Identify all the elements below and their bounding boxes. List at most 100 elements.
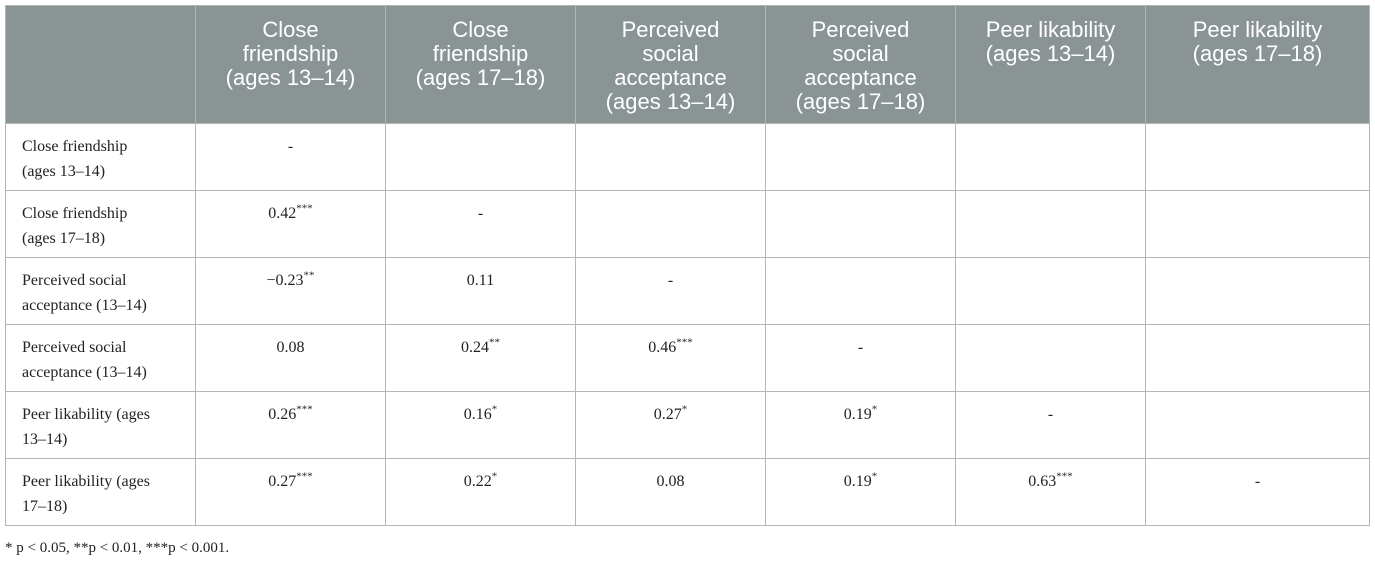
row-label-line: (ages 17–18) [22, 230, 106, 247]
cell-value: 0.27*** [268, 470, 313, 490]
row-label-line: acceptance (13–14) [22, 364, 147, 381]
cell-value: 0.22* [463, 470, 498, 490]
cell: 0.46*** [575, 324, 766, 392]
cell-value: - [857, 339, 864, 356]
row-label-line: Perceived social [22, 339, 127, 356]
cell [765, 123, 956, 191]
column-header: Peer likability (ages 17–18) [1145, 5, 1370, 124]
cell: 0.22* [385, 458, 576, 526]
cell [1145, 257, 1370, 325]
row-label: Perceived social acceptance (13–14) [5, 257, 196, 325]
header-line: Perceived [621, 17, 720, 42]
row-label: Perceived social acceptance (13–14) [5, 324, 196, 392]
cell [1145, 123, 1370, 191]
row-label-line: Close friendship [22, 138, 128, 155]
cell-value: - [1047, 406, 1054, 423]
column-header: Peer likability (ages 13–14) [955, 5, 1146, 124]
cell-value: 0.42*** [268, 202, 313, 222]
cell-value: 0.16* [463, 403, 498, 423]
footnote: * p < 0.05, **p < 0.01, ***p < 0.001. [5, 540, 230, 556]
header-line: (ages 17–18) [415, 65, 546, 90]
header-line: acceptance [614, 65, 727, 90]
cell: 0.16* [385, 391, 576, 459]
cell: −0.23** [195, 257, 386, 325]
row-label-line: Peer likability (ages [22, 406, 150, 423]
table-row: Perceived social acceptance (13–14) 0.08 0.… [5, 324, 1370, 392]
row-label-line: 17–18) [22, 498, 68, 515]
column-header: Close friendship (ages 17–18) [385, 5, 576, 124]
header-line: (ages 17–18) [795, 89, 926, 114]
header-corner [5, 5, 196, 124]
cell [575, 123, 766, 191]
cell-value: 0.19* [843, 470, 878, 490]
correlation-table: Close friendship (ages 13–14) Close friendsh… [5, 5, 1370, 526]
header-line: Close [262, 17, 319, 42]
row-label-line: 13–14) [22, 431, 68, 448]
table-row: Close friendship (ages 17–18) 0.42*** - [5, 190, 1370, 258]
cell: 0.27*** [195, 458, 386, 526]
header-line: (ages 17–18) [1192, 41, 1323, 66]
header-line: friendship [242, 41, 339, 66]
cell: 0.63*** [955, 458, 1146, 526]
row-label-line: (ages 13–14) [22, 163, 106, 180]
cell-value: - [1254, 473, 1261, 490]
table-body: Close friendship (ages 13–14) - Close frien… [5, 123, 1370, 526]
column-header: Close friendship (ages 13–14) [195, 5, 386, 124]
table-row: Peer likability (ages 13–14) 0.26*** 0.16* 0… [5, 391, 1370, 459]
cell: - [195, 123, 386, 191]
header-row: Close friendship (ages 13–14) Close friendsh… [5, 5, 1370, 124]
table-row: Peer likability (ages 17–18) 0.27*** 0.22* 0… [5, 458, 1370, 526]
cell: - [765, 324, 956, 392]
header-line: acceptance [804, 65, 917, 90]
cell: - [575, 257, 766, 325]
row-label-line: Peer likability (ages [22, 473, 150, 490]
cell: 0.11 [385, 257, 576, 325]
cell: - [1145, 458, 1370, 526]
header-line: social [642, 41, 699, 66]
cell [385, 123, 576, 191]
cell [765, 257, 956, 325]
cell-value: - [287, 138, 294, 155]
cell [765, 190, 956, 258]
row-label: Peer likability (ages 17–18) [5, 458, 196, 526]
row-label-line: Close friendship [22, 205, 128, 222]
header-line: (ages 13–14) [225, 65, 356, 90]
cell-value: 0.63*** [1028, 470, 1073, 490]
cell-value: 0.19* [843, 403, 878, 423]
cell [955, 257, 1146, 325]
header-line: (ages 13–14) [605, 89, 736, 114]
cell: 0.26*** [195, 391, 386, 459]
cell: - [385, 190, 576, 258]
cell: 0.19* [765, 391, 956, 459]
cell [575, 190, 766, 258]
cell [1145, 391, 1370, 459]
cell-value: - [477, 205, 484, 222]
row-label: Peer likability (ages 13–14) [5, 391, 196, 459]
table-row: Perceived social acceptance (13–14) −0.23*… [5, 257, 1370, 325]
header-line: Perceived [811, 17, 910, 42]
cell-value: 0.08 [656, 473, 685, 490]
cell-value: 0.46*** [648, 336, 693, 356]
cell: 0.24** [385, 324, 576, 392]
cell-value: 0.26*** [268, 403, 313, 423]
header-line: Peer likability [985, 17, 1116, 42]
table-row: Close friendship (ages 13–14) - [5, 123, 1370, 191]
row-label: Close friendship (ages 17–18) [5, 190, 196, 258]
header-line: Close [452, 17, 509, 42]
cell [955, 190, 1146, 258]
cell [955, 123, 1146, 191]
cell [955, 324, 1146, 392]
cell: 0.19* [765, 458, 956, 526]
row-label-line: acceptance (13–14) [22, 297, 147, 314]
header-line: social [832, 41, 889, 66]
cell: 0.08 [195, 324, 386, 392]
cell [1145, 324, 1370, 392]
cell [1145, 190, 1370, 258]
column-header: Perceived social acceptance (ages 17–18) [765, 5, 956, 124]
cell-value: 0.24** [461, 336, 500, 356]
row-label-line: Perceived social [22, 272, 127, 289]
header-line: (ages 13–14) [985, 41, 1116, 66]
cell: 0.08 [575, 458, 766, 526]
row-label: Close friendship (ages 13–14) [5, 123, 196, 191]
